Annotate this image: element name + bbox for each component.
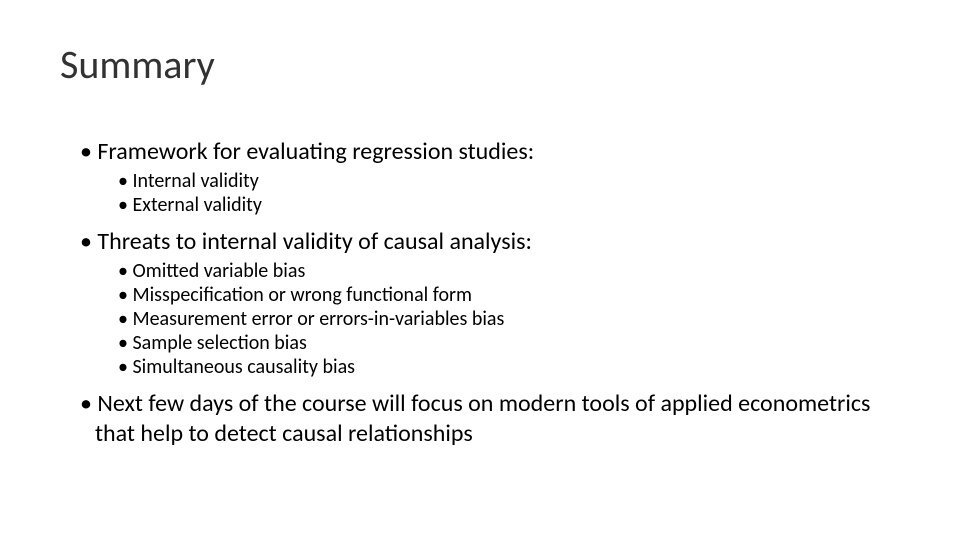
bullet-measurement-error: Measurement error or errors-in-variables… xyxy=(118,307,900,331)
spacer xyxy=(60,217,900,227)
bullet-next-days: Next few days of the course will focus o… xyxy=(80,389,900,449)
bullet-threats: Threats to internal validity of causal a… xyxy=(80,227,900,257)
bullet-internal-validity: Internal validity xyxy=(118,169,900,193)
bullet-sample-selection: Sample selection bias xyxy=(118,331,900,355)
bullet-simultaneous-causality: Simultaneous causality bias xyxy=(118,355,900,379)
slide-title: Summary xyxy=(60,40,900,89)
bullet-omitted-variable: Omitted variable bias xyxy=(118,259,900,283)
bullet-framework: Framework for evaluating regression stud… xyxy=(80,137,900,167)
bullet-misspecification: Misspecification or wrong functional for… xyxy=(118,283,900,307)
spacer xyxy=(60,379,900,389)
bullet-external-validity: External validity xyxy=(118,193,900,217)
